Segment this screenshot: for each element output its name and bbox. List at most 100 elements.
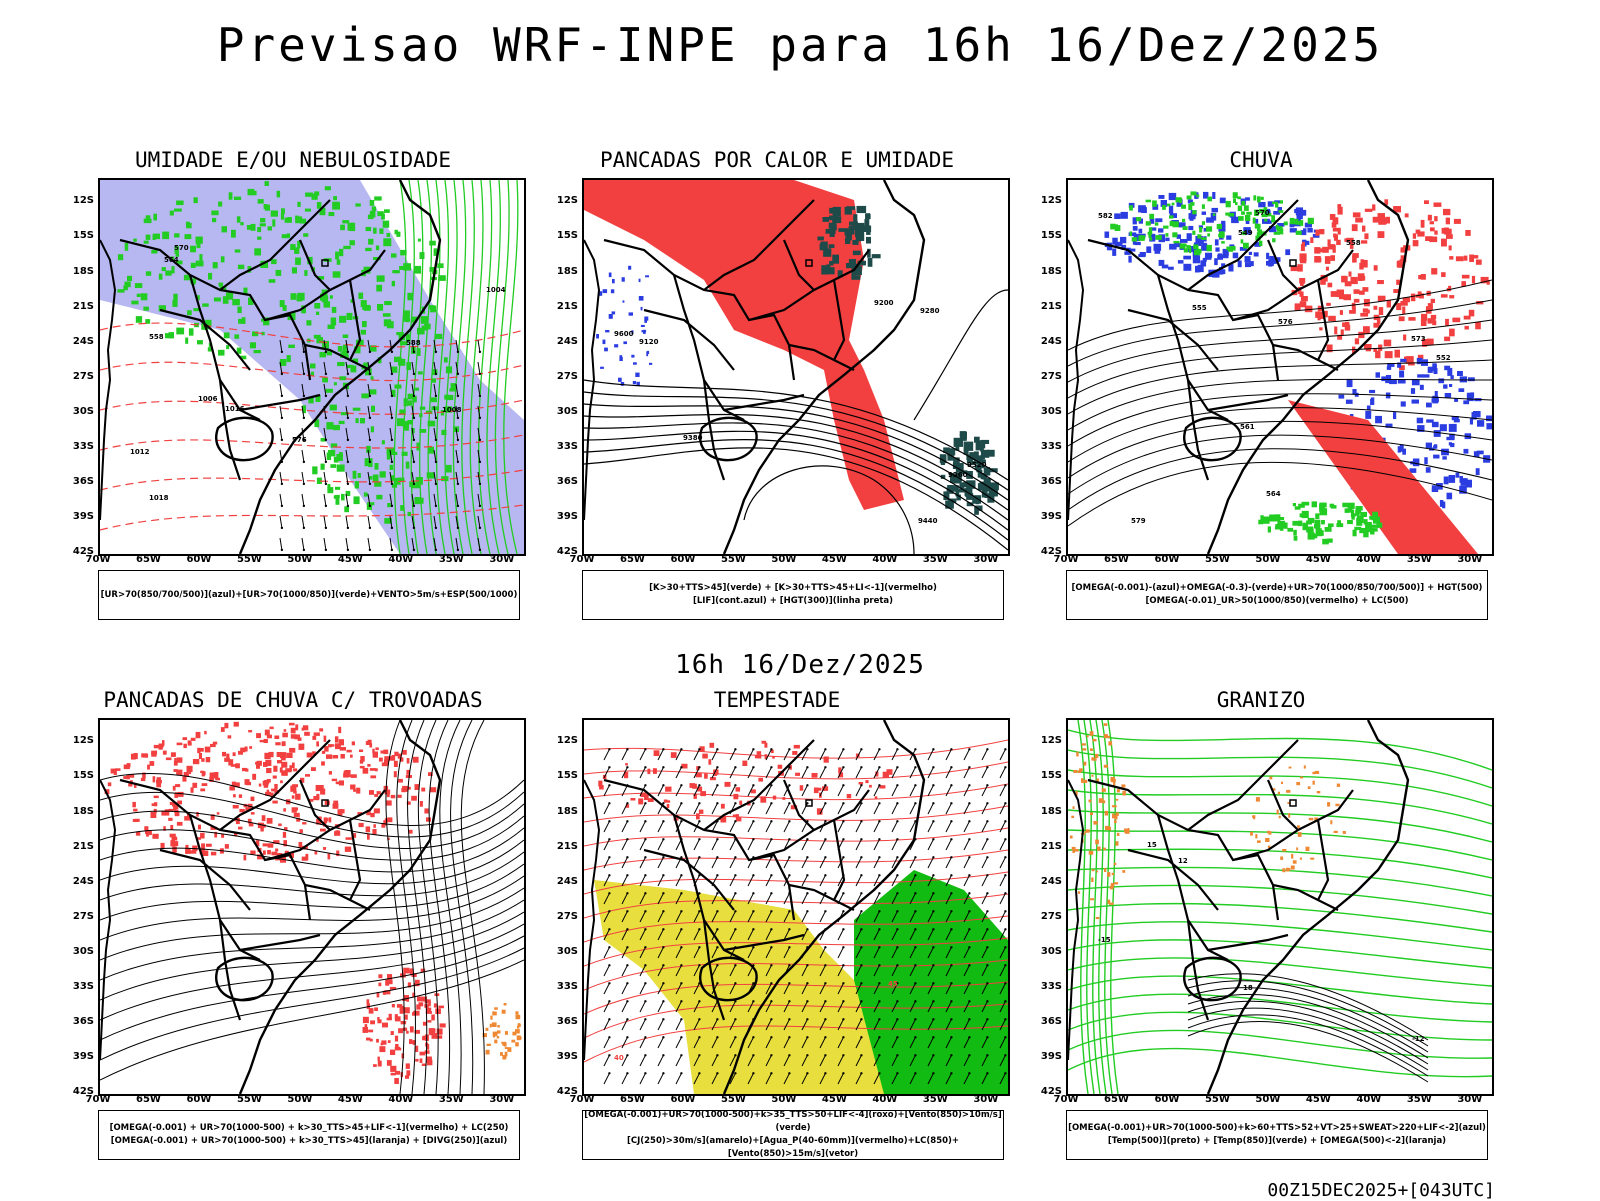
contour-label: 12 (1178, 857, 1188, 865)
lon-tick-label: 55W (1204, 1094, 1230, 1105)
legend-line: [CJ(250)>30m/s](amarelo)+[Agua_P(40-60mm… (626, 1136, 960, 1159)
contour-label: 1004 (486, 286, 506, 294)
legend-line: [OMEGA(-0.001)+UR>70(1000-500)+k>35_TTS>… (584, 1110, 1002, 1133)
legend-line: [Temp(500)](preto) + [Temp(850)](verde) … (1107, 1136, 1447, 1146)
panel-legend: [K>30+TTS>45](verde) + [K>30+TTS>45+LI<-… (582, 570, 1004, 620)
contour-label: 561 (1240, 423, 1255, 431)
lat-tick-label: 21S (72, 840, 94, 852)
lat-tick-label: 39S (72, 1050, 94, 1062)
panel-granizo: GRANIZO -15 -12 15 12 18 12S 15S 18S 21S 24S 27S 30S… (1026, 688, 1496, 1178)
lon-tick-label: 50W (771, 554, 797, 565)
lat-tick-label: 24S (556, 875, 578, 887)
lon-tick-label: 55W (720, 554, 746, 565)
lon-tick-label: 40W (1356, 1094, 1382, 1105)
lon-tick-label: 60W (670, 1094, 696, 1105)
lat-tick-label: 21S (1040, 300, 1062, 312)
lon-tick-label: 45W (821, 1094, 847, 1105)
map-svg: -15 -12 15 12 18 (1068, 720, 1492, 1094)
lon-tick-label: 65W (1103, 1094, 1129, 1105)
lon-tick-label: 70W (569, 1094, 595, 1105)
lat-tick-label: 12S (556, 195, 578, 207)
contour-label: 564 (164, 256, 179, 264)
lat-tick-label: 42S (1040, 1086, 1062, 1097)
panel-title: UMIDADE E/OU NEBULOSIDADE (134, 148, 452, 172)
lon-tick-label: 50W (771, 1094, 797, 1105)
map-svg: 40 45 (584, 720, 1008, 1094)
lat-tick-label: 24S (556, 335, 578, 347)
lon-tick-label: 70W (1053, 554, 1079, 565)
lon-tick-label: 65W (619, 1094, 645, 1105)
run-time-footer: 00Z15DEC2025+[043UTC] (1267, 1180, 1495, 1201)
legend-line: [OMEGA(-0.001)-(azul)+OMEGA(-0.3)-(verde… (1071, 583, 1483, 593)
contour-label: 9280 (920, 307, 940, 315)
map-area: 9600 9520 9440 9360 9280 9200 9120 9380 (582, 178, 1010, 556)
panel-chuva: CHUVA 582 579 576 573 570 561 558 555 552 549 564 12… (1026, 148, 1496, 638)
lat-tick-label: 42S (556, 546, 578, 557)
contour-label: 1016 (225, 405, 245, 413)
contour-label: 570 (1255, 209, 1270, 217)
lon-tick-label: 60W (1154, 1094, 1180, 1105)
lat-tick-label: 15S (72, 230, 94, 242)
lat-tick-label: 27S (72, 370, 94, 382)
contour-label: -12 (1412, 1035, 1425, 1043)
contour-label: 1018 (149, 494, 169, 502)
lat-tick-label: 42S (72, 546, 94, 557)
panel-title: PANCADAS POR CALOR E UMIDADE (599, 148, 954, 172)
lat-tick-label: 30S (72, 405, 94, 417)
lat-tick-label: 24S (72, 875, 94, 887)
lat-tick-label: 27S (72, 910, 94, 922)
panel-umidade: UMIDADE E/OU NEBULOSIDADE 1012 1008 1006 100… (58, 148, 528, 638)
lon-tick-label: 45W (1305, 554, 1331, 565)
lat-tick-label: 33S (72, 980, 94, 992)
lon-tick-label: 70W (1053, 1094, 1079, 1105)
lat-tick-label: 18S (72, 805, 94, 817)
contour-label: 555 (1192, 304, 1207, 312)
contour-label: 549 (1238, 229, 1253, 237)
contour-label: 576 (292, 436, 307, 444)
lon-tick-label: 35W (438, 554, 464, 565)
lon-tick-label: 45W (1305, 1094, 1331, 1105)
lon-tick-label: 35W (1406, 1094, 1432, 1105)
lat-tick-label: 18S (1040, 805, 1062, 817)
lon-tick-label: 40W (872, 1094, 898, 1105)
contour-label: 558 (149, 333, 164, 341)
lat-tick-label: 39S (1040, 510, 1062, 522)
contour-label: 582 (1098, 212, 1113, 220)
panel-pancadas-calor: PANCADAS POR CALOR E UMIDADE 9600 9520 9440… (542, 148, 1012, 638)
contour-label: 579 (1131, 517, 1146, 525)
lon-tick-label: 30W (1457, 1094, 1483, 1105)
lat-tick-label: 18S (1040, 265, 1062, 277)
lat-tick-label: 12S (1040, 735, 1062, 747)
lon-tick-label: 40W (872, 554, 898, 565)
lon-tick-label: 35W (1406, 554, 1432, 565)
contour-label: 552 (1436, 354, 1451, 362)
contour-label: 1008 (442, 406, 462, 414)
lat-tick-label: 30S (556, 405, 578, 417)
lon-tick-label: 40W (1356, 554, 1382, 565)
panel-tempestade: TEMPESTADE 40 45 12S 15S 18S 21S 24S 27S 30S 33S 36… (542, 688, 1012, 1178)
contour-label: 576 (1278, 318, 1293, 326)
lat-tick-label: 18S (556, 805, 578, 817)
lon-tick-label: 30W (1457, 554, 1483, 565)
lat-tick-label: 15S (556, 230, 578, 242)
lat-tick-label: 15S (72, 770, 94, 782)
lat-tick-label: 30S (1040, 405, 1062, 417)
lat-tick-label: 33S (556, 440, 578, 452)
contour-label: 9380 (683, 434, 703, 442)
lat-tick-label: 15S (1040, 230, 1062, 242)
lat-tick-label: 12S (72, 195, 94, 207)
legend-line: [LIF](cont.azul) + [HGT(300)](linha pret… (692, 596, 894, 606)
lat-tick-label: 42S (72, 1086, 94, 1097)
map-area: 40 45 (582, 718, 1010, 1096)
legend-line: [OMEGA(-0.001) + UR>70(1000-500) + k>30_… (110, 1136, 508, 1146)
lat-tick-label: 18S (72, 265, 94, 277)
contour-label: 1012 (130, 448, 150, 456)
contour-label: 15 (1147, 841, 1157, 849)
panel-legend: [OMEGA(-0.001)+UR>70(1000-500)+k>60+TTS>… (1066, 1110, 1488, 1160)
contour-label: 9440 (918, 517, 938, 525)
lat-tick-label: 24S (1040, 335, 1062, 347)
lon-tick-label: 30W (489, 554, 515, 565)
lat-tick-label: 39S (556, 510, 578, 522)
panel-legend: [OMEGA(-0.001) + UR>70(1000-500) + k>30_… (98, 1110, 520, 1160)
lon-tick-label: 50W (287, 1094, 313, 1105)
